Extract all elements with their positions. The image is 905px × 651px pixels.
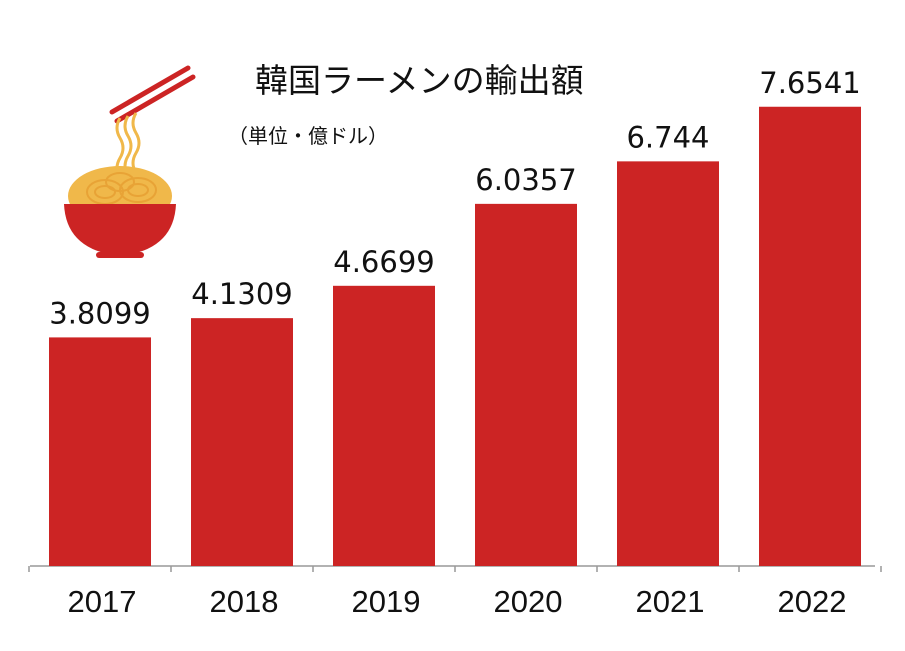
category-label-2021: 2021 bbox=[636, 584, 705, 619]
category-label-2022: 2022 bbox=[778, 584, 847, 619]
value-label-2021: 6.744 bbox=[626, 120, 709, 154]
value-label-2020: 6.0357 bbox=[475, 163, 576, 197]
x-axis-ticks bbox=[28, 566, 882, 572]
category-label-2017: 2017 bbox=[68, 584, 137, 619]
bar-2019 bbox=[333, 285, 435, 566]
bar-2017 bbox=[49, 337, 151, 566]
bars bbox=[49, 106, 861, 567]
value-label-2017: 3.8099 bbox=[49, 296, 150, 330]
bar-2021 bbox=[617, 161, 719, 567]
category-labels: 2017 2018 2019 2020 2021 2022 bbox=[68, 584, 847, 619]
value-label-2022: 7.6541 bbox=[759, 66, 860, 100]
category-label-2019: 2019 bbox=[352, 584, 421, 619]
ramen-bowl-icon bbox=[64, 65, 196, 258]
bar-2022 bbox=[759, 106, 861, 566]
value-labels: 3.8099 4.1309 4.6699 6.0357 6.744 7.6541 bbox=[49, 66, 860, 331]
bar-2020 bbox=[475, 203, 577, 566]
category-label-2020: 2020 bbox=[494, 584, 563, 619]
chart-title: 韓国ラーメンの輸出額 bbox=[255, 61, 584, 100]
value-label-2019: 4.6699 bbox=[333, 245, 434, 279]
category-label-2018: 2018 bbox=[210, 584, 279, 619]
bar-2018 bbox=[191, 318, 293, 566]
unit-label: （単位・億ドル） bbox=[228, 124, 388, 148]
value-label-2018: 4.1309 bbox=[191, 277, 292, 311]
